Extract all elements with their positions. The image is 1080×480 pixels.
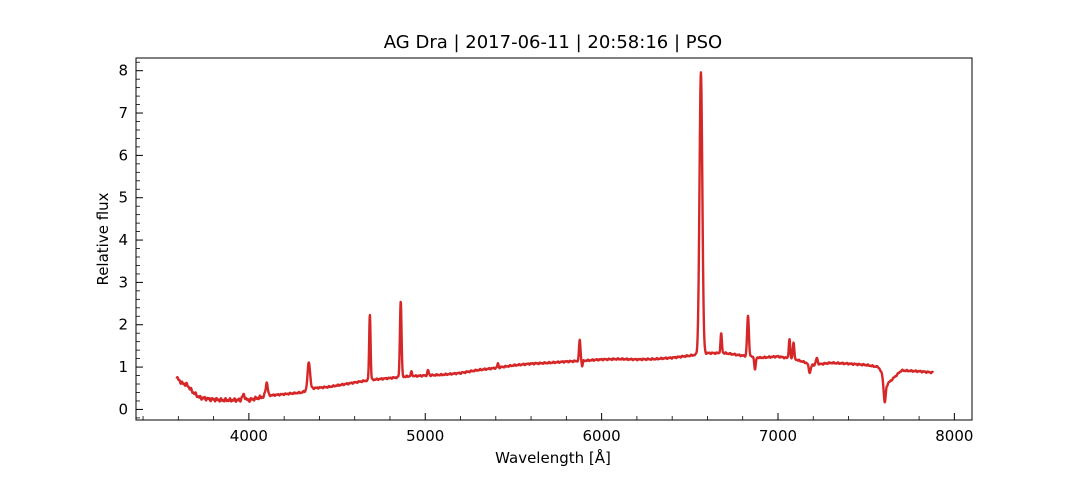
x-axis-ticks: 4000 5000 6000 7000 8000 xyxy=(142,413,973,445)
x-tick-label: 7000 xyxy=(759,427,797,445)
plot-frame xyxy=(135,57,973,421)
y-tick-label: 6 xyxy=(118,146,128,164)
y-tick-label: 2 xyxy=(118,316,128,334)
x-tick-label: 4000 xyxy=(230,427,268,445)
y-tick-label: 3 xyxy=(118,273,128,291)
y-axis-ticks: 0 1 2 3 4 5 6 7 8 xyxy=(118,62,143,418)
y-tick-label: 7 xyxy=(118,104,128,122)
x-tick-label: 8000 xyxy=(935,427,973,445)
spectrum-line xyxy=(175,71,935,404)
y-axis-title: Relative flux xyxy=(94,192,112,285)
x-axis-title: Wavelength [Å] xyxy=(495,448,611,467)
y-tick-label: 4 xyxy=(118,231,128,249)
chart-title: AG Dra | 2017-06-11 | 20:58:16 | PSO xyxy=(384,32,722,53)
x-tick-label: 6000 xyxy=(583,427,621,445)
y-tick-label: 1 xyxy=(118,358,128,376)
y-tick-label: 8 xyxy=(118,62,128,80)
y-tick-label: 5 xyxy=(118,189,128,207)
y-tick-label: 0 xyxy=(118,400,128,418)
x-tick-label: 5000 xyxy=(406,427,444,445)
